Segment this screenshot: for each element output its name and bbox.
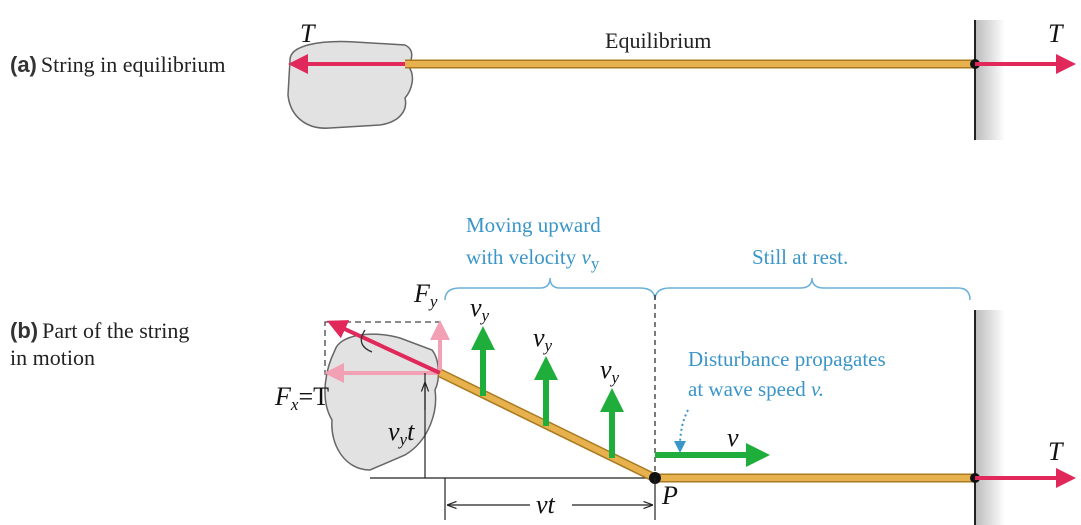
distance-label: vt bbox=[536, 490, 556, 519]
subscript: y bbox=[610, 368, 620, 387]
pointer bbox=[674, 409, 689, 453]
angle-arc bbox=[360, 329, 373, 353]
subscript: y bbox=[398, 430, 408, 449]
region-label: with velocity vy bbox=[466, 245, 600, 273]
text: at wave speed bbox=[688, 377, 811, 401]
wall-shade bbox=[975, 20, 1005, 140]
note: Disturbance propagates bbox=[688, 347, 886, 371]
region-label: Moving upward bbox=[466, 213, 601, 237]
velocity-label: vy bbox=[470, 293, 490, 325]
subscript: x bbox=[290, 395, 299, 414]
velocity-label: vy bbox=[533, 323, 553, 355]
tension-label: T bbox=[1048, 19, 1064, 48]
subscript: y bbox=[591, 254, 600, 273]
symbol: v bbox=[470, 293, 482, 322]
letter: (b) bbox=[10, 318, 38, 343]
fy-label: Fy bbox=[413, 279, 438, 311]
point-label: P bbox=[661, 481, 678, 510]
symbol: v. bbox=[811, 377, 824, 401]
brace bbox=[444, 277, 656, 301]
tension-label: T bbox=[300, 19, 316, 48]
caption: (a) String in equilibrium bbox=[10, 52, 225, 77]
symbol: v bbox=[388, 417, 400, 446]
caption-text: String in equilibrium bbox=[41, 52, 226, 77]
symbol: t bbox=[407, 417, 415, 446]
subscript: y bbox=[480, 306, 490, 325]
letter: (a) bbox=[10, 52, 37, 77]
hand bbox=[287, 40, 414, 129]
note: at wave speed v. bbox=[688, 377, 824, 401]
symbol: v bbox=[600, 355, 612, 384]
fx-label: Fx=T bbox=[274, 382, 329, 414]
height-label: vyt bbox=[388, 417, 415, 449]
subscript: y bbox=[543, 336, 553, 355]
state-label: Equilibrium bbox=[605, 28, 711, 53]
symbol: F bbox=[274, 382, 292, 411]
text: with velocity bbox=[466, 245, 581, 269]
region-label: Still at rest. bbox=[752, 245, 848, 269]
symbol: F bbox=[413, 279, 431, 308]
tension-label: T bbox=[1048, 437, 1064, 466]
force-arrow bbox=[326, 320, 441, 375]
panel-b: (b) Part of the string in motion Moving … bbox=[10, 213, 1076, 525]
velocity-label: vy bbox=[600, 355, 620, 387]
symbol: v bbox=[581, 245, 591, 269]
caption-text: Part of the string bbox=[42, 318, 189, 343]
hand bbox=[324, 333, 440, 471]
wall-shade bbox=[975, 310, 1005, 525]
panel-a: (a) String in equilibrium T Equilibrium … bbox=[10, 19, 1076, 140]
text: =T bbox=[298, 382, 329, 411]
brace bbox=[654, 277, 971, 301]
caption-text: in motion bbox=[10, 345, 95, 370]
subscript: y bbox=[428, 292, 438, 311]
symbol: v bbox=[533, 323, 545, 352]
caption: (b) Part of the string bbox=[10, 318, 189, 343]
wave-label: v bbox=[727, 423, 739, 452]
